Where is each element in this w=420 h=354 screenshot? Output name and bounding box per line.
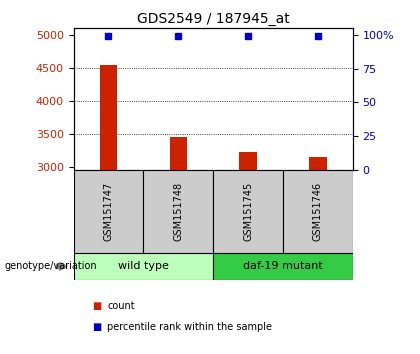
Bar xyxy=(213,253,353,280)
Bar xyxy=(143,170,213,253)
Text: GSM151745: GSM151745 xyxy=(243,182,253,241)
Text: ■: ■ xyxy=(92,301,102,311)
Text: daf-19 mutant: daf-19 mutant xyxy=(243,261,323,272)
Text: GSM151746: GSM151746 xyxy=(313,182,323,241)
Text: count: count xyxy=(107,301,135,311)
Bar xyxy=(213,170,283,253)
Text: wild type: wild type xyxy=(118,261,169,272)
Bar xyxy=(74,170,143,253)
Bar xyxy=(239,152,257,170)
Text: percentile rank within the sample: percentile rank within the sample xyxy=(107,322,272,332)
Text: GSM151748: GSM151748 xyxy=(173,182,183,241)
Bar xyxy=(283,170,353,253)
Bar xyxy=(74,253,213,280)
Text: genotype/variation: genotype/variation xyxy=(4,261,97,272)
Bar xyxy=(309,158,327,170)
Bar xyxy=(170,137,187,170)
Title: GDS2549 / 187945_at: GDS2549 / 187945_at xyxy=(137,12,289,26)
Text: GSM151747: GSM151747 xyxy=(103,182,113,241)
Bar xyxy=(100,65,117,170)
Text: ■: ■ xyxy=(92,322,102,332)
